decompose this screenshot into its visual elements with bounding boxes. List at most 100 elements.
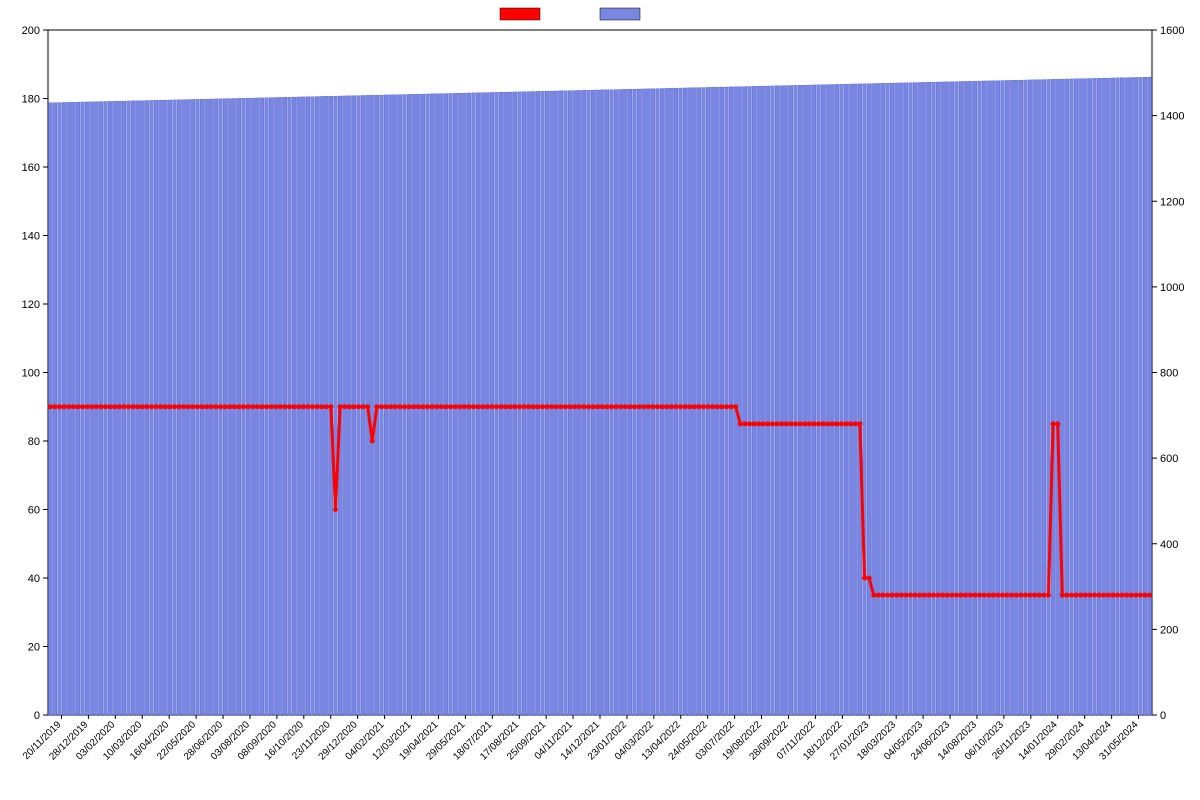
bar	[582, 90, 586, 715]
line-marker	[140, 404, 145, 409]
line-marker	[637, 404, 642, 409]
line-marker	[710, 404, 715, 409]
line-marker	[388, 404, 393, 409]
bar	[522, 92, 526, 715]
bar	[1074, 79, 1078, 715]
line-marker	[807, 421, 812, 426]
bar	[1120, 78, 1124, 715]
bar	[729, 87, 733, 715]
line-marker	[48, 404, 53, 409]
bar	[591, 90, 595, 715]
left-axis-tick-label: 60	[28, 505, 40, 517]
bar	[697, 88, 701, 715]
bar	[876, 83, 880, 715]
bar	[610, 90, 614, 715]
right-axis-tick-label: 1200	[1160, 196, 1184, 208]
line-marker	[181, 404, 186, 409]
line-marker	[1037, 593, 1042, 598]
line-marker	[66, 404, 71, 409]
line-marker	[80, 404, 85, 409]
line-marker	[466, 404, 471, 409]
line-marker	[756, 421, 761, 426]
bar	[720, 87, 724, 715]
line-marker	[512, 404, 517, 409]
line-marker	[1032, 593, 1037, 598]
bar	[472, 93, 476, 715]
bar	[922, 82, 926, 715]
left-axis-tick-label: 100	[22, 368, 40, 380]
right-axis-tick-label: 200	[1160, 624, 1178, 636]
line-marker	[733, 404, 738, 409]
line-marker	[972, 593, 977, 598]
bar	[334, 96, 338, 715]
line-marker	[761, 421, 766, 426]
line-marker	[126, 404, 131, 409]
line-marker	[1018, 593, 1023, 598]
line-marker	[296, 404, 301, 409]
line-marker	[802, 421, 807, 426]
bar	[614, 90, 618, 715]
line-marker	[821, 421, 826, 426]
line-marker	[365, 404, 370, 409]
bar	[628, 89, 632, 715]
line-marker	[89, 404, 94, 409]
line-marker	[1106, 593, 1111, 598]
bar	[807, 85, 811, 715]
bar	[370, 95, 374, 715]
line-marker	[692, 404, 697, 409]
bar	[835, 84, 839, 715]
line-marker	[356, 404, 361, 409]
bar	[577, 90, 581, 715]
bar	[840, 84, 844, 715]
bar	[821, 85, 825, 715]
line-marker	[1023, 593, 1028, 598]
right-axis-tick-label: 0	[1160, 710, 1166, 722]
bar	[757, 86, 761, 715]
bar	[1001, 81, 1005, 715]
line-marker	[103, 404, 108, 409]
line-marker	[926, 593, 931, 598]
line-marker	[876, 593, 881, 598]
bar	[545, 91, 549, 715]
line-marker	[816, 421, 821, 426]
left-axis-tick-label: 20	[28, 642, 40, 654]
line-marker	[572, 404, 577, 409]
bar	[499, 92, 503, 715]
bar	[1005, 80, 1009, 715]
line-marker	[991, 593, 996, 598]
bar	[959, 82, 963, 715]
bar	[665, 88, 669, 715]
bar	[826, 85, 830, 715]
line-marker	[706, 404, 711, 409]
bar	[513, 92, 517, 715]
line-marker	[278, 404, 283, 409]
line-marker	[255, 404, 260, 409]
line-marker	[977, 593, 982, 598]
right-axis-tick-label: 800	[1160, 368, 1178, 380]
bar	[964, 81, 968, 715]
line-marker	[899, 593, 904, 598]
line-marker	[453, 404, 458, 409]
line-marker	[982, 593, 987, 598]
bar	[702, 88, 706, 715]
bar	[1010, 80, 1014, 715]
bar	[1019, 80, 1023, 715]
bar	[536, 91, 540, 715]
line-marker	[949, 593, 954, 598]
line-marker	[186, 404, 191, 409]
line-marker	[411, 404, 416, 409]
bar	[462, 93, 466, 715]
bar	[748, 86, 752, 715]
line-marker	[319, 404, 324, 409]
line-marker	[494, 404, 499, 409]
line-marker	[195, 404, 200, 409]
left-axis-tick-label: 0	[34, 710, 40, 722]
line-marker	[489, 404, 494, 409]
line-marker	[1060, 593, 1065, 598]
line-marker	[922, 593, 927, 598]
bar	[775, 86, 779, 715]
line-marker	[664, 404, 669, 409]
line-marker	[246, 404, 251, 409]
bar	[743, 87, 747, 715]
line-marker	[903, 593, 908, 598]
